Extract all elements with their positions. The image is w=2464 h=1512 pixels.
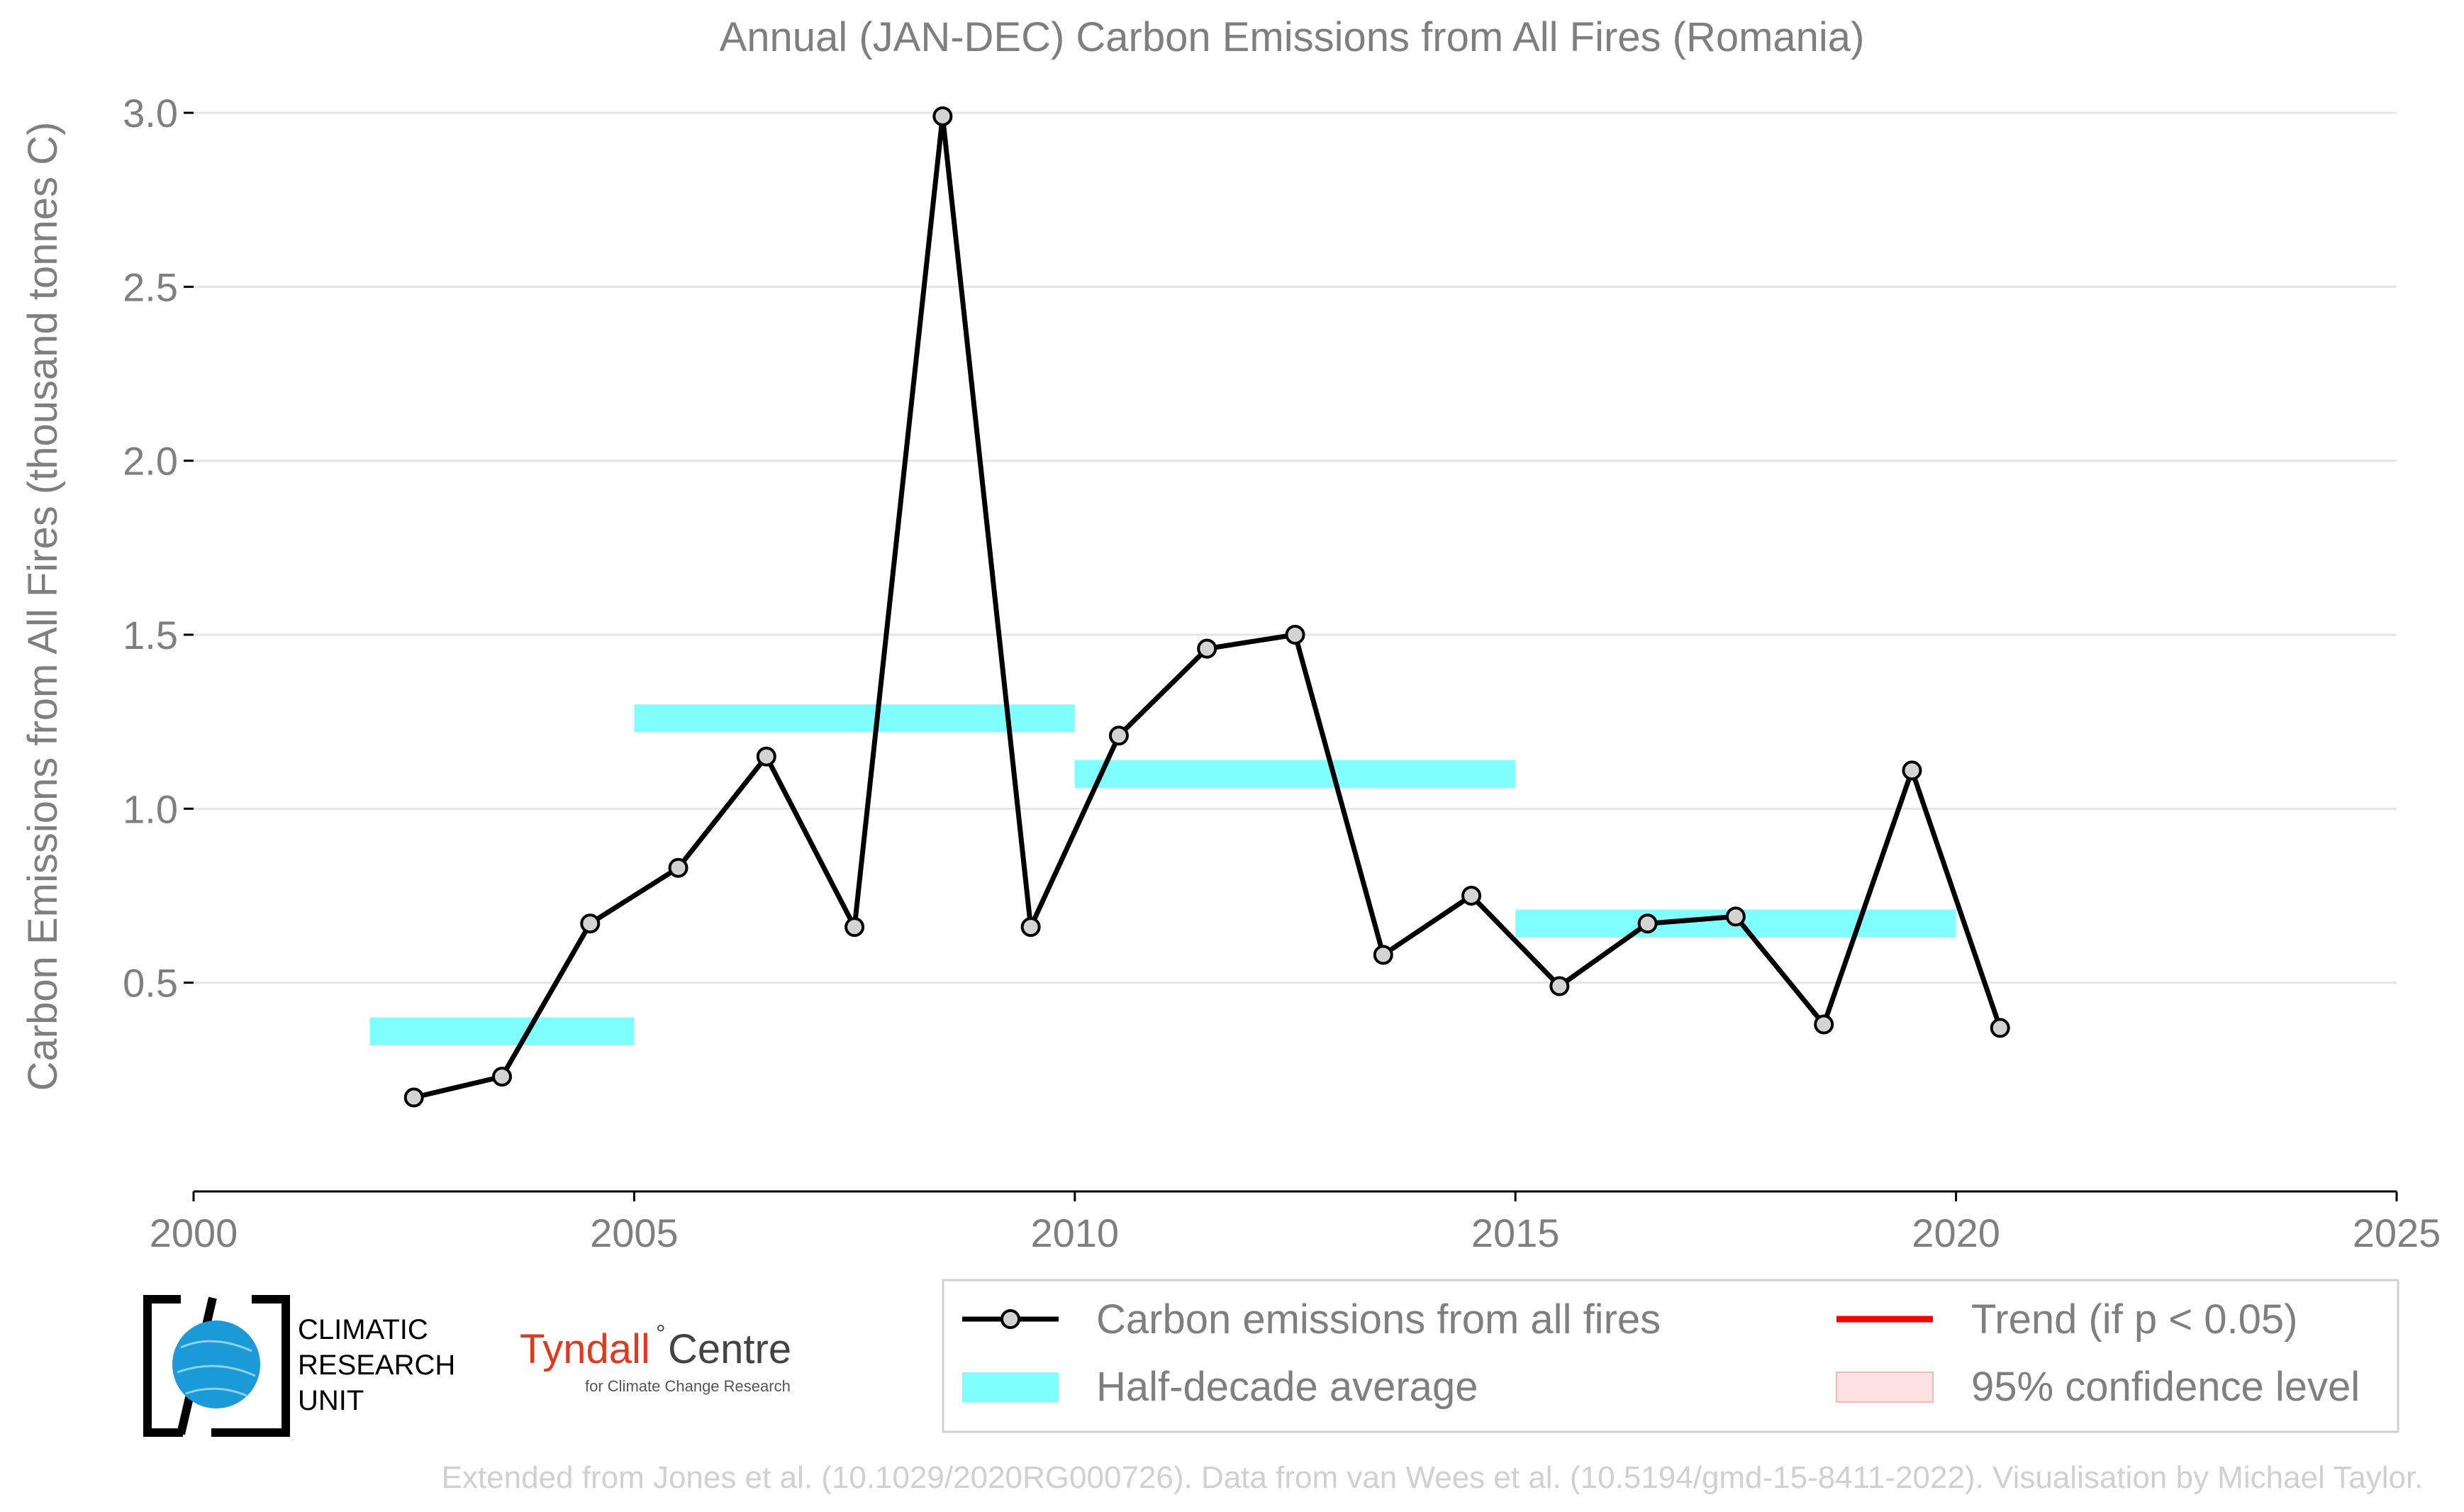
half-decade-average-bar-0 (369, 1017, 635, 1045)
x-tick-label-1: 2005 (590, 1211, 679, 1255)
data-point-9 (1197, 638, 1217, 659)
x-tick-label-2: 2010 (1031, 1211, 1120, 1255)
cru-name-line-2: RESEARCH (298, 1350, 455, 1381)
legend-swatch-confidence (1836, 1372, 1934, 1403)
chart-title: Annual (JAN-DEC) Carbon Emissions from A… (720, 14, 1865, 60)
x-tick-label-0: 2000 (150, 1211, 238, 1255)
legend-box (942, 1279, 2399, 1433)
grid-lines (194, 111, 2397, 984)
legend-label-confidence: 95% confidence level (1971, 1364, 2360, 1410)
tyndall-name: Tyndall (520, 1326, 650, 1372)
cru-logo: CLIMATIC RESEARCH UNIT (143, 1295, 455, 1437)
y-axis-label: Carbon Emissions from All Fires (thousan… (20, 122, 66, 1091)
legend-marker-emissions (1000, 1309, 1020, 1329)
y-tick-label-3: 2.0 (123, 439, 178, 484)
data-point-17 (1902, 760, 1922, 781)
series-carbon-emissions (403, 106, 2010, 1108)
data-point-12 (1461, 885, 1482, 906)
series-line-0 (413, 113, 2003, 1100)
x-tick-label-3: 2015 (1471, 1211, 1560, 1255)
data-point-3 (668, 857, 689, 878)
data-point-0 (403, 1087, 424, 1108)
legend-label-trend: Trend (if p < 0.05) (1971, 1296, 2297, 1343)
data-point-16 (1814, 1014, 1834, 1035)
x-tick-labels: 2000 2005 2010 2015 2020 2025 (150, 1191, 2441, 1255)
legend-label-average: Half-decade average (1096, 1364, 1478, 1410)
tyndall-centre: Centre (668, 1326, 791, 1372)
cru-name-line-1: CLIMATIC (298, 1314, 428, 1345)
data-point-5 (844, 917, 865, 938)
data-point-7 (1020, 917, 1041, 938)
cru-name-line-3: UNIT (298, 1385, 364, 1416)
y-tick-label-5: 3.0 (123, 91, 178, 135)
data-point-6 (932, 106, 953, 126)
data-point-8 (1108, 726, 1129, 746)
legend-swatch-average (962, 1372, 1059, 1402)
y-tick-label-2: 1.5 (123, 613, 178, 657)
data-point-15 (1725, 906, 1746, 927)
data-point-14 (1637, 913, 1658, 934)
half-decade-average-bar-2 (1074, 760, 1516, 788)
data-point-10 (1285, 625, 1305, 645)
footer-credit: Extended from Jones et al. (10.1029/2020… (442, 1460, 2424, 1495)
data-point-13 (1549, 976, 1570, 996)
legend: Carbon emissions from all fires Trend (i… (942, 1279, 2399, 1433)
tyndall-subtitle: for Climate Change Research (585, 1377, 791, 1395)
x-tick-label-4: 2020 (1912, 1211, 2000, 1255)
y-tick-label-1: 1.0 (123, 786, 178, 831)
tyndall-logo: Tyndall ° Centre for Climate Change Rese… (520, 1321, 791, 1395)
legend-label-emissions: Carbon emissions from all fires (1096, 1296, 1661, 1343)
y-tick-label-4: 2.5 (123, 265, 178, 309)
y-tick-labels: 0.5 1.0 1.5 2.0 2.5 3.0 (123, 91, 194, 1006)
tyndall-degree-icon: ° (656, 1321, 666, 1347)
data-point-4 (756, 746, 776, 767)
data-point-2 (580, 913, 601, 934)
half-decade-average-bar-1 (634, 704, 1075, 733)
data-point-11 (1373, 945, 1393, 965)
data-point-18 (1990, 1018, 2010, 1038)
half-decade-average-bars (369, 704, 1956, 1045)
data-point-1 (491, 1067, 512, 1087)
y-tick-label-0: 0.5 (123, 961, 178, 1006)
globe-icon (172, 1321, 260, 1408)
x-tick-label-5: 2025 (2353, 1211, 2441, 1255)
